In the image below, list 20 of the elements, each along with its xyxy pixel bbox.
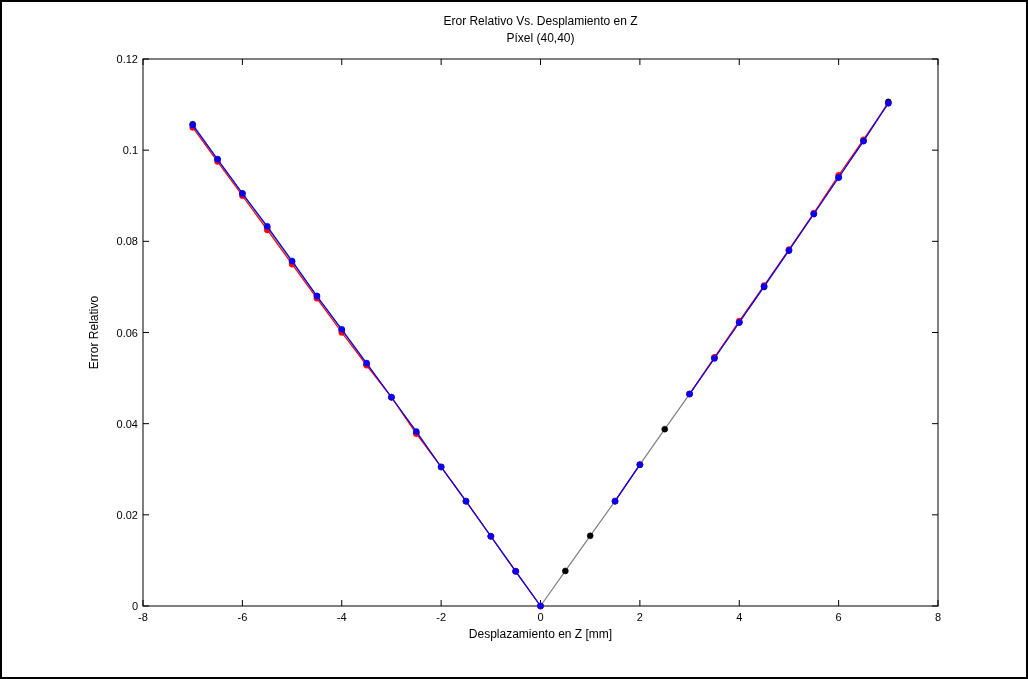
x-tick-label: 0 xyxy=(537,611,544,623)
y-tick-label: 0.1 xyxy=(122,144,138,157)
chart-title: Eror Relativo Vs. Desplamiento en Z xyxy=(443,14,638,28)
x-tick-label: -2 xyxy=(436,611,447,623)
y-tick-label: 0.12 xyxy=(116,53,138,65)
x-axis-title: Desplazamiento en Z [mm] xyxy=(468,627,613,641)
x-tick-label: 6 xyxy=(835,611,842,623)
y-tick-label: 0.08 xyxy=(116,235,138,248)
x-tick-label: -8 xyxy=(138,611,148,623)
x-tick-label: 2 xyxy=(636,611,643,623)
x-tick-label: 8 xyxy=(934,611,942,623)
x-tick-label: -4 xyxy=(336,611,347,623)
y-tick-label: 0.06 xyxy=(116,326,138,339)
chart-subtitle: Píxel (40,40) xyxy=(506,31,575,45)
y-tick-label: 0.02 xyxy=(116,508,138,521)
x-tick-label: -6 xyxy=(237,611,248,623)
y-tick-label: 0 xyxy=(131,600,138,612)
y-axis-title: Error Relativo xyxy=(87,295,101,370)
y-tick-label: 0.04 xyxy=(116,417,138,430)
x-tick-label: 4 xyxy=(736,611,743,623)
